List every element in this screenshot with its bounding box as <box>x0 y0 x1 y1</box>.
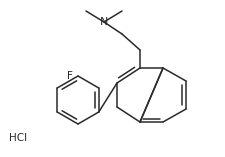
Text: N: N <box>99 17 108 27</box>
Text: F: F <box>67 71 73 81</box>
Text: HCl: HCl <box>9 133 27 143</box>
